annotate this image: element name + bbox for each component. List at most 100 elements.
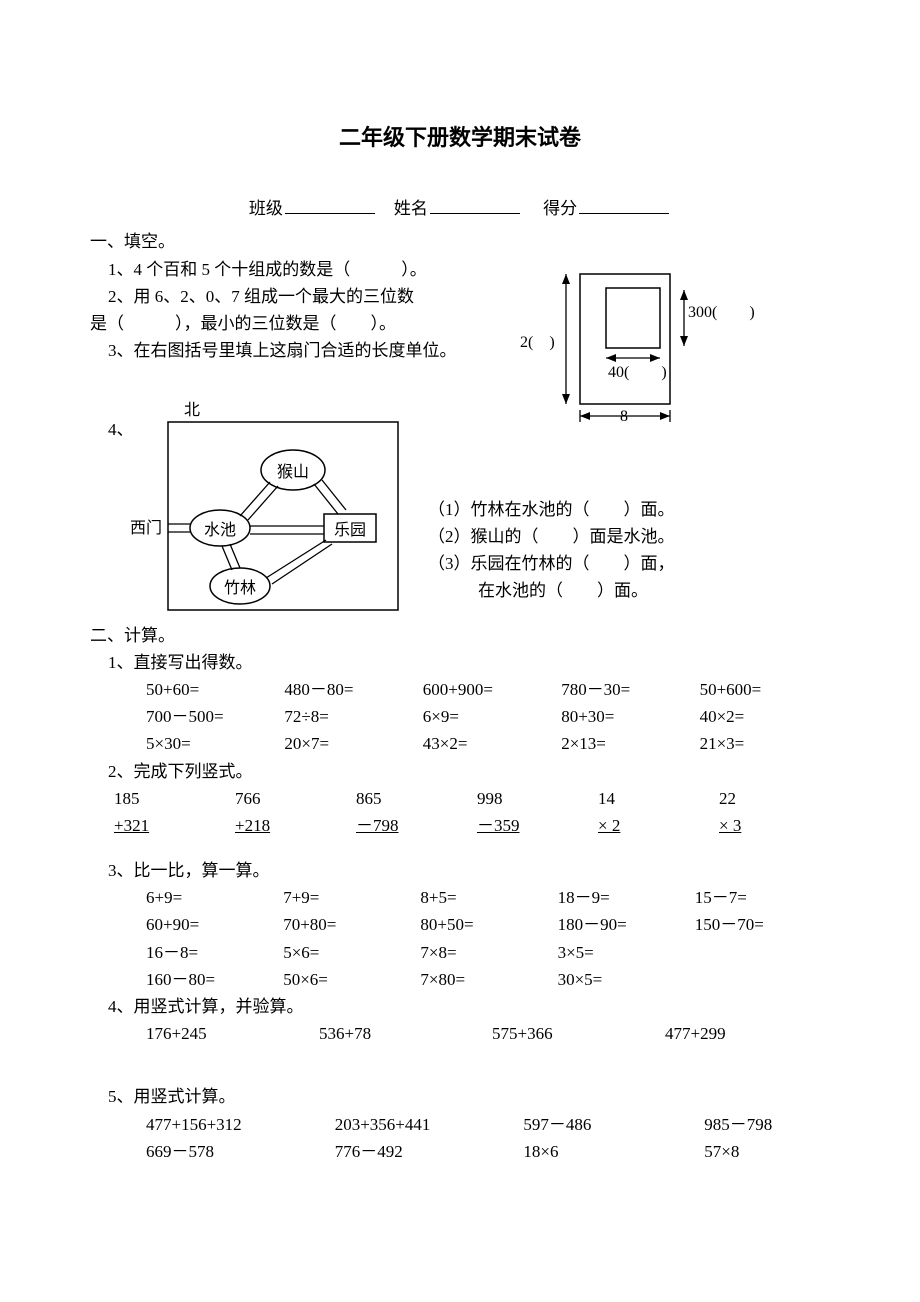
cell: 21×3= bbox=[700, 730, 830, 757]
cell: 8+5= bbox=[420, 884, 555, 911]
cell: 180－90= bbox=[558, 911, 693, 938]
cell: 160－80= bbox=[146, 966, 281, 993]
cell: 776－492 bbox=[335, 1138, 516, 1165]
cell: 3×5= bbox=[558, 939, 693, 966]
direction-figure: 北 猴山 西门 水池 乐园 竹林 bbox=[148, 416, 408, 616]
p4: 4、用竖式计算，并验算。 bbox=[90, 993, 830, 1020]
cell: 700－500= bbox=[146, 703, 276, 730]
p1-row3: 5×30= 20×7= 43×2= 2×13= 21×3= bbox=[90, 730, 830, 757]
cell: 70+80= bbox=[283, 911, 418, 938]
header-line: 班级 姓名 得分 bbox=[90, 195, 830, 222]
north-label: 北 bbox=[184, 398, 200, 424]
q4-label: 4、 bbox=[90, 416, 148, 443]
q2b: 是（ ），最小的三位数是（ ）。 bbox=[90, 310, 470, 337]
cell: 43×2= bbox=[423, 730, 553, 757]
p3: 3、比一比，算一算。 bbox=[90, 857, 830, 884]
sec1-heading: 一、填空。 bbox=[90, 228, 830, 255]
cell: 50+60= bbox=[146, 676, 276, 703]
cell: +218 bbox=[229, 812, 346, 839]
cell: 780－30= bbox=[561, 676, 691, 703]
cell: 536+78 bbox=[319, 1020, 484, 1047]
cell: 477+299 bbox=[665, 1020, 830, 1047]
page-title: 二年级下册数学期末试卷 bbox=[90, 120, 830, 155]
cell: 50+600= bbox=[700, 676, 830, 703]
door-bottom-number: 8 bbox=[620, 404, 628, 430]
park-label: 乐园 bbox=[334, 518, 366, 544]
cell: 14 bbox=[592, 785, 709, 812]
cell: 7+9= bbox=[283, 884, 418, 911]
cell: 80+30= bbox=[561, 703, 691, 730]
sub3b: 在水池的（ ）面。 bbox=[428, 577, 830, 604]
sub1: （1）竹林在水池的（ ）面。 bbox=[428, 496, 830, 523]
cell: 16－8= bbox=[146, 939, 281, 966]
score-blank bbox=[579, 196, 669, 214]
door-right-label: 300( ) bbox=[688, 300, 755, 326]
cell: 7×8= bbox=[420, 939, 555, 966]
cell: × 3 bbox=[713, 812, 830, 839]
p1-row2: 700－500= 72÷8= 6×9= 80+30= 40×2= bbox=[90, 703, 830, 730]
cell: 985－798 bbox=[704, 1111, 830, 1138]
section-1: 一、填空。 1、4 个百和 5 个十组成的数是（ ）。 2、用 6、2、0、7 … bbox=[90, 228, 830, 615]
westgate-label: 西门 bbox=[130, 516, 162, 542]
cell: －359 bbox=[471, 812, 588, 839]
p4-row: 176+245 536+78 575+366 477+299 bbox=[90, 1020, 830, 1047]
cell: 5×6= bbox=[283, 939, 418, 966]
cell: 766 bbox=[229, 785, 346, 812]
cell: 30×5= bbox=[558, 966, 693, 993]
cell: 72÷8= bbox=[284, 703, 414, 730]
p1: 1、直接写出得数。 bbox=[90, 649, 830, 676]
name-blank bbox=[430, 196, 520, 214]
cell: 203+356+441 bbox=[335, 1111, 516, 1138]
bamboo-label: 竹林 bbox=[224, 576, 256, 602]
score-label: 得分 bbox=[543, 199, 577, 218]
p5-row2: 669－578 776－492 18×6 57×8 bbox=[90, 1138, 830, 1165]
cell: 20×7= bbox=[284, 730, 414, 757]
section-2: 二、计算。 1、直接写出得数。 50+60= 480－80= 600+900= … bbox=[90, 622, 830, 1165]
cell: 176+245 bbox=[146, 1020, 311, 1047]
cell: 6×9= bbox=[423, 703, 553, 730]
cell: 2×13= bbox=[561, 730, 691, 757]
cell bbox=[695, 966, 830, 993]
cell: －798 bbox=[350, 812, 467, 839]
cell: 477+156+312 bbox=[146, 1111, 327, 1138]
cell: 600+900= bbox=[423, 676, 553, 703]
sub3: （3）乐园在竹林的（ ）面， bbox=[428, 550, 830, 577]
q3: 3、在右图括号里填上这扇门合适的长度单位。 bbox=[90, 337, 470, 364]
door-svg bbox=[470, 256, 790, 426]
cell: 998 bbox=[471, 785, 588, 812]
p3-row1: 6+9= 7+9= 8+5= 18－9= 15－7= bbox=[90, 884, 830, 911]
door-bottom-label: 40( ) bbox=[608, 360, 667, 386]
cell: 7×80= bbox=[420, 966, 555, 993]
p2-bot: +321 +218 －798 －359 × 2 × 3 bbox=[90, 812, 830, 839]
cell: 6+9= bbox=[146, 884, 281, 911]
cell: 18×6 bbox=[523, 1138, 696, 1165]
door-figure: 2( ) 300( ) 40( ) 8 bbox=[470, 256, 790, 426]
cell: 80+50= bbox=[420, 911, 555, 938]
q2a: 2、用 6、2、0、7 组成一个最大的三位数 bbox=[90, 283, 470, 310]
cell: 185 bbox=[108, 785, 225, 812]
cell: +321 bbox=[108, 812, 225, 839]
p2-top: 185 766 865 998 14 22 bbox=[90, 785, 830, 812]
p3-row2: 60+90= 70+80= 80+50= 180－90= 150－70= bbox=[90, 911, 830, 938]
cell: × 2 bbox=[592, 812, 709, 839]
p5: 5、用竖式计算。 bbox=[90, 1083, 830, 1110]
direction-svg bbox=[148, 416, 408, 616]
cell: 865 bbox=[350, 785, 467, 812]
q1: 1、4 个百和 5 个十组成的数是（ ）。 bbox=[90, 256, 470, 283]
p3-row3: 16－8= 5×6= 7×8= 3×5= bbox=[90, 939, 830, 966]
sec2-heading: 二、计算。 bbox=[90, 622, 830, 649]
cell: 15－7= bbox=[695, 884, 830, 911]
cell: 669－578 bbox=[146, 1138, 327, 1165]
door-left-label: 2( ) bbox=[520, 330, 555, 356]
cell: 575+366 bbox=[492, 1020, 657, 1047]
cell: 40×2= bbox=[700, 703, 830, 730]
class-blank bbox=[285, 196, 375, 214]
monkey-label: 猴山 bbox=[277, 460, 309, 486]
p2: 2、完成下列竖式。 bbox=[90, 758, 830, 785]
sub2: （2）猴山的（ ）面是水池。 bbox=[428, 523, 830, 550]
cell: 597－486 bbox=[523, 1111, 696, 1138]
name-label: 姓名 bbox=[394, 199, 428, 218]
cell bbox=[695, 939, 830, 966]
class-label: 班级 bbox=[249, 199, 283, 218]
cell: 150－70= bbox=[695, 911, 830, 938]
